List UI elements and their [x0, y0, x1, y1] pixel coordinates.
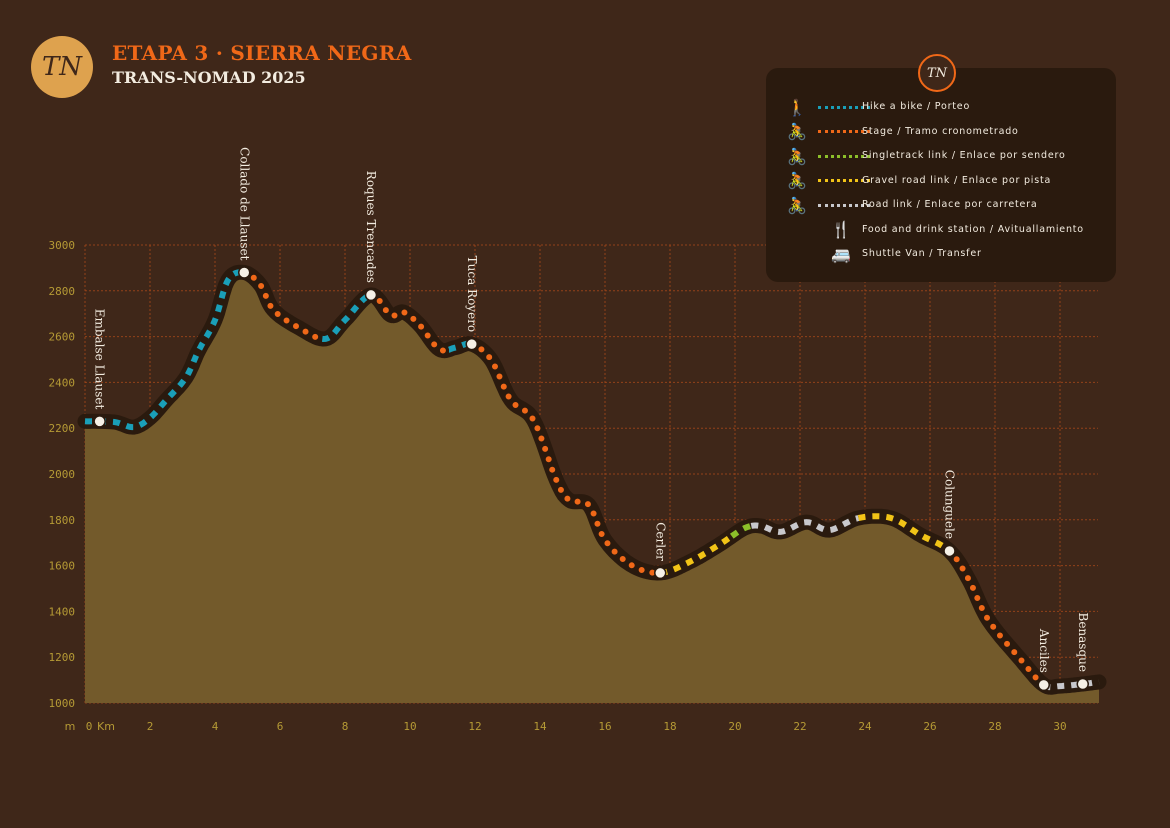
- route-segment-hike: [321, 292, 372, 343]
- waypoint-marker: [654, 566, 667, 580]
- route-segment-road: [1042, 678, 1100, 691]
- x-tick-label: 24: [858, 720, 872, 733]
- x-tick-label: 8: [342, 720, 349, 733]
- x-tick-label: 2: [147, 720, 154, 733]
- page-subtitle: TRANS-NOMAD 2025: [112, 68, 306, 87]
- x-tick-label: 16: [598, 720, 611, 733]
- x-tick-label: 30: [1053, 720, 1066, 733]
- y-tick-label: 2400: [49, 376, 76, 389]
- x-tick-label: 28: [988, 720, 1001, 733]
- shuttle-van-icon: 🚐: [831, 244, 851, 264]
- legend-item-hike: 🚶: [784, 96, 870, 118]
- route-segment-road: [750, 515, 860, 535]
- y-tick-label: 2800: [49, 285, 76, 298]
- waypoint-label: Collado de Llauset: [237, 147, 251, 261]
- waypoint-marker: [943, 544, 956, 558]
- logo-text: TN: [41, 52, 83, 82]
- legend-item-shuttle: 🚐: [784, 243, 854, 265]
- waypoint-label: Embalse Llauset: [93, 309, 107, 410]
- legend-item-stage: 🚴: [784, 121, 870, 143]
- y-tick-label: 2600: [49, 331, 76, 344]
- legend-line-swatch: [818, 154, 870, 158]
- y-tick-label: 1800: [49, 514, 76, 527]
- waypoint-marker: [364, 288, 378, 302]
- waypoint-marker: [238, 266, 251, 279]
- terrain-area: [85, 277, 1099, 703]
- legend-line-swatch: [818, 130, 870, 133]
- cyclist-green-icon: 🚴: [787, 146, 807, 166]
- y-tick-label: 1400: [49, 605, 76, 618]
- legend-label: Hike a bike / Porteo: [862, 101, 971, 112]
- downhill-rider-icon: 🚴: [787, 122, 807, 141]
- x-tick-label: 4: [212, 720, 219, 733]
- x-tick-label: 10: [403, 720, 416, 733]
- x-tick-label: 12: [468, 720, 481, 733]
- legend-line-swatch: [818, 179, 870, 182]
- legend-label: Stage / Tramo cronometrado: [862, 125, 1019, 137]
- page-title: ETAPA 3 · SIERRA NEGRA: [112, 41, 412, 65]
- legend-label: Gravel road link / Enlace por pista: [862, 174, 1052, 186]
- y-tick-label: 2000: [49, 468, 76, 481]
- x-tick-label: 22: [793, 720, 806, 733]
- legend-item-food: 🍴: [784, 219, 854, 241]
- legend-item-singletrack: 🚴: [784, 145, 870, 167]
- legend-line-swatch: [818, 203, 870, 207]
- x-tick-label: 6: [277, 720, 284, 733]
- x-tick-label: 14: [533, 720, 547, 733]
- legend: TN 🚶 Hike a bike / Porteo 🚴 Stage / Tramo c…: [766, 54, 1116, 282]
- legend-label: Shuttle Van / Transfer: [862, 248, 982, 259]
- legend-label: Food and drink station / Avituallamiento: [862, 223, 1084, 235]
- x-tick-label: 18: [663, 720, 676, 733]
- x-tick-label: 20: [728, 720, 741, 733]
- y-axis-unit: m: [65, 720, 76, 733]
- x-axis-unit: Km: [97, 720, 115, 733]
- route-segment-gravel: [857, 513, 952, 554]
- legend-item-road: 🚴: [784, 194, 870, 216]
- legend-item-gravel: 🚴: [784, 170, 870, 192]
- legend-label: Road link / Enlace por carretera: [862, 199, 1038, 210]
- waypoint-label: Anciles: [1037, 628, 1051, 673]
- hiker-carrying-bike-icon: 🚶: [787, 97, 807, 117]
- waypoint-marker: [1037, 678, 1050, 692]
- cyclist-yellow-icon: 🚴: [787, 171, 807, 190]
- waypoint-marker: [93, 415, 106, 428]
- legend-label: Singletrack link / Enlace por sendero: [862, 150, 1066, 161]
- brand-logo: TN: [31, 36, 93, 98]
- waypoint-marker: [1076, 677, 1089, 691]
- waypoint-label: Tuca Royero: [465, 256, 479, 333]
- x-tick-label: 26: [923, 720, 936, 733]
- route-segment-stage: [368, 291, 452, 354]
- y-tick-label: 3000: [49, 239, 76, 252]
- y-tick-label: 1000: [49, 697, 76, 710]
- waypoint-marker: [465, 337, 478, 351]
- route-segment-stage: [241, 269, 326, 342]
- legend-line-swatch: [818, 105, 870, 109]
- waypoint-label: Roques Trencades: [364, 171, 378, 283]
- y-tick-label: 1200: [49, 651, 76, 664]
- cyclist-grey-icon: 🚴: [787, 195, 807, 215]
- waypoint-label: Benasque: [1076, 613, 1090, 672]
- waypoint-label: Colunguele: [943, 470, 957, 539]
- route-segment-stage: [946, 547, 1047, 688]
- x-tick-label: 0: [86, 720, 93, 733]
- food-drink-icon: 🍴: [831, 220, 851, 239]
- y-tick-label: 2200: [49, 422, 76, 435]
- y-tick-label: 1600: [49, 560, 76, 573]
- route-segment-singletrack: [729, 522, 752, 539]
- legend-logo: TN: [918, 54, 956, 92]
- waypoint-label: Cerler: [653, 522, 667, 561]
